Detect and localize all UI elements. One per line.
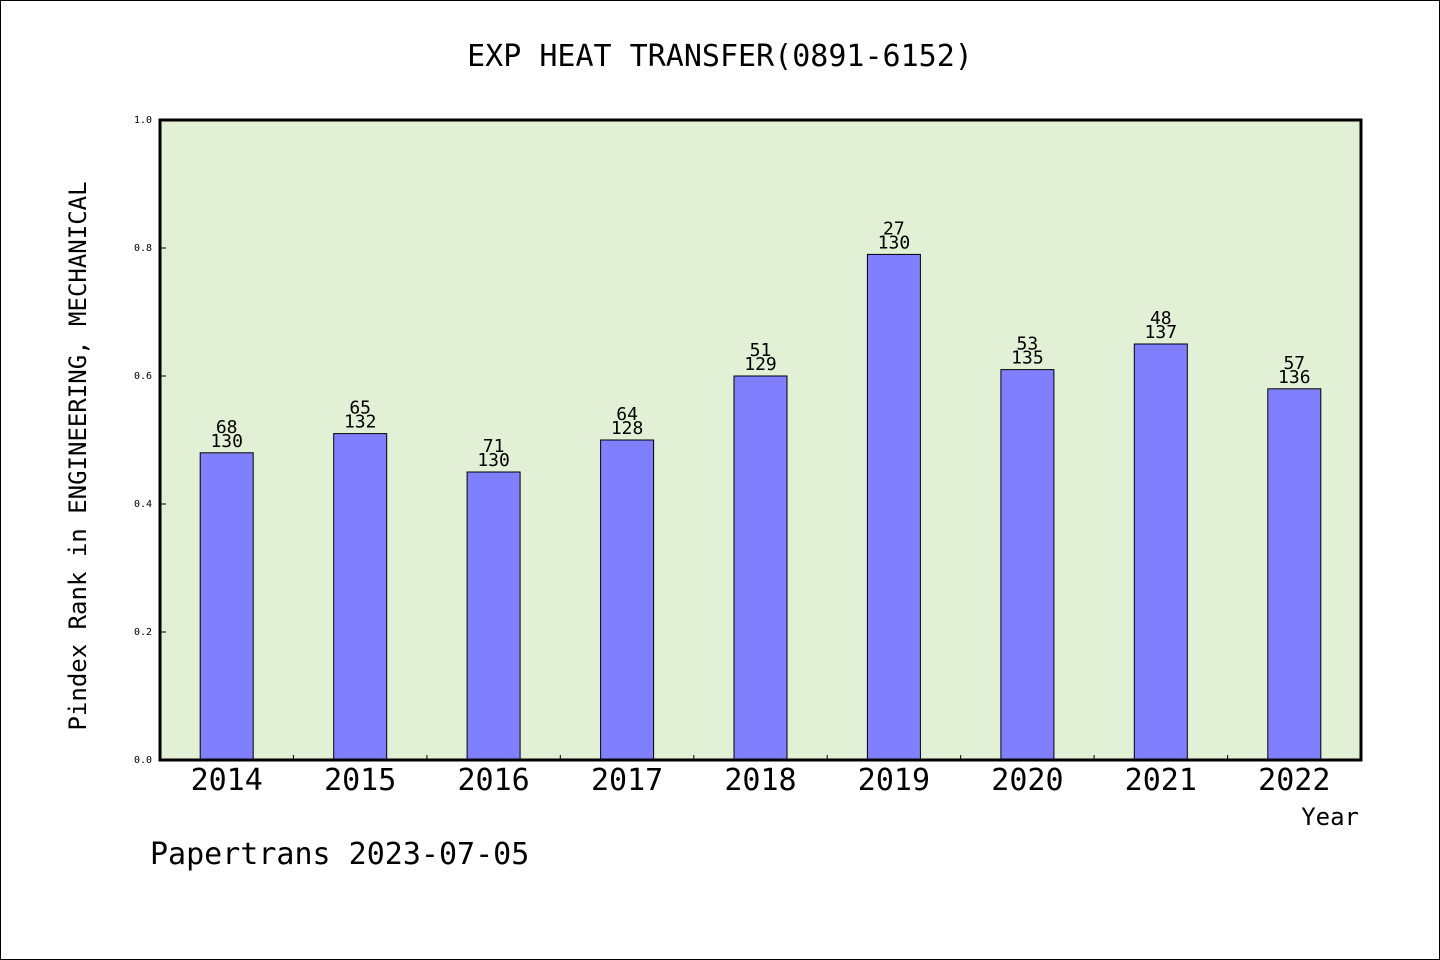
x-tick-label-2018: 2018 — [724, 763, 796, 798]
x-tick-label-2019: 2019 — [858, 763, 930, 798]
bar-rank-label-2017: 64 — [616, 404, 638, 425]
bar-2021 — [1133, 343, 1188, 761]
bar-rank-label-2020: 53 — [1017, 334, 1039, 355]
x-axis-label: Year — [1301, 803, 1359, 831]
bar-rank-label-2019: 27 — [883, 218, 905, 239]
x-tick-label-2014: 2014 — [191, 763, 263, 798]
bar-rank-label-2016: 71 — [483, 436, 505, 457]
y-tick-label: 0.6 — [134, 371, 152, 382]
footer-text: Papertrans 2023-07-05 — [150, 837, 529, 872]
bar-total-label-2018: 129 — [744, 354, 777, 375]
bar-2017 — [600, 439, 655, 761]
x-ticks-group: 2014 2015 2016 2017 2018 2019 2020 2021 2022 — [191, 755, 1330, 798]
bar-rank-label-2022: 57 — [1283, 353, 1305, 374]
y-tick-label: 1.0 — [134, 115, 152, 126]
bar-total-label-2019: 130 — [878, 232, 911, 253]
y-axis-label: Pindex Rank in ENGINEERING, MECHANICAL — [64, 181, 92, 730]
x-tick-label-2021: 2021 — [1125, 763, 1197, 798]
bar-rank-label-2018: 51 — [750, 340, 772, 361]
chart-title: EXP HEAT TRANSFER(0891-6152) — [467, 39, 973, 74]
bar-2020 — [1000, 369, 1055, 761]
bar-2014 — [199, 452, 254, 761]
bar-total-label-2020: 135 — [1011, 348, 1044, 369]
bar-total-label-2022: 136 — [1278, 367, 1311, 388]
bar-total-label-2021: 137 — [1145, 322, 1178, 343]
y-tick-label: 0.8 — [134, 243, 152, 254]
bar-total-label-2015: 132 — [344, 412, 377, 433]
bar-labels-group: 6813065132711306412851129271305313548137… — [210, 218, 1310, 471]
bar-2018 — [733, 375, 788, 761]
x-tick-label-2017: 2017 — [591, 763, 663, 798]
bar-total-label-2017: 128 — [611, 418, 644, 439]
bar-total-label-2014: 130 — [210, 431, 243, 452]
bar-rank-label-2021: 48 — [1150, 308, 1172, 329]
bar-2015 — [333, 433, 388, 761]
x-tick-label-2020: 2020 — [991, 763, 1063, 798]
bar-2022 — [1267, 388, 1322, 761]
bars-group — [199, 253, 1322, 761]
bar-total-label-2016: 130 — [477, 450, 510, 471]
bar-rank-label-2015: 65 — [349, 398, 371, 419]
y-tick-label: 0.4 — [134, 499, 152, 510]
y-tick-label: 0.0 — [134, 755, 152, 766]
x-tick-label-2022: 2022 — [1258, 763, 1330, 798]
bar-rank-label-2014: 68 — [216, 417, 238, 438]
bar-2019 — [866, 253, 921, 761]
plot-border — [158, 118, 1363, 762]
bar-2016 — [466, 471, 521, 761]
y-tick-label: 0.2 — [134, 627, 152, 638]
x-tick-label-2016: 2016 — [457, 763, 529, 798]
x-tick-label-2015: 2015 — [324, 763, 396, 798]
